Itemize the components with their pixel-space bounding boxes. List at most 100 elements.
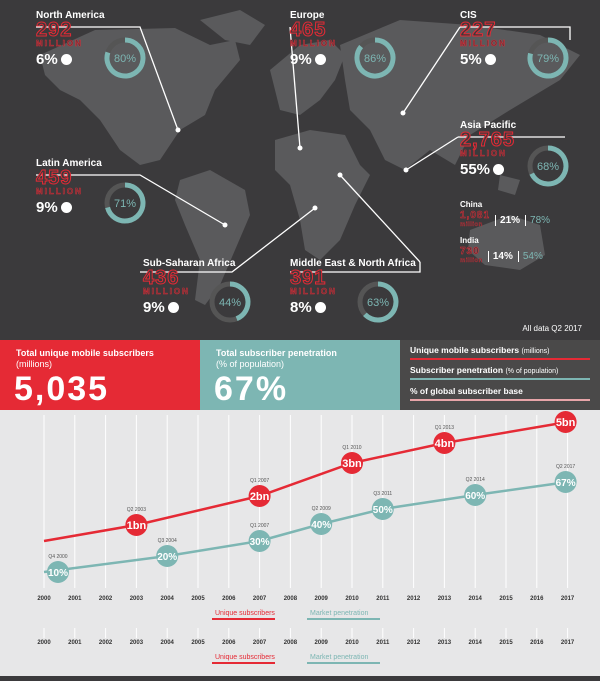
legend-penetration-sub: (% of population) bbox=[505, 368, 559, 375]
milestone-quarter: Q3 2004 bbox=[158, 538, 177, 544]
milestone-quarter: Q2 2009 bbox=[312, 506, 331, 512]
legend-subscribers-sub: (millions) bbox=[521, 348, 550, 355]
x-tick-label: 2001 bbox=[68, 596, 82, 602]
region-name: Latin America bbox=[36, 158, 102, 169]
milestone-quarter: Q1 2007 bbox=[250, 523, 269, 529]
x-tick-label: 2008 bbox=[284, 596, 298, 602]
gauge-label: 63% bbox=[367, 297, 389, 309]
x-tick-label: 2012 bbox=[407, 596, 421, 602]
milestone-marker-penetration bbox=[156, 545, 179, 567]
region-europe: Europe 465 MILLION 9% bbox=[290, 10, 337, 68]
region-unit: MILLION bbox=[290, 39, 337, 49]
region-unit: MILLION bbox=[36, 39, 83, 49]
region-share-value: 55% bbox=[460, 161, 491, 178]
x-tick-label: 2006 bbox=[222, 596, 236, 602]
penetration-gauge: 79% bbox=[527, 37, 569, 79]
share-pie-icon bbox=[314, 302, 326, 313]
pen-title: Total subscriber penetration (% of popul… bbox=[216, 348, 337, 370]
timeline-panel: 2000 2000 2001 2001 2002 2002 2003 2003 2004 2004… bbox=[0, 404, 600, 676]
milestone-label: 2bn bbox=[250, 491, 270, 503]
region-latin-america: Latin America 459 MILLION 9% bbox=[36, 158, 102, 216]
milestone-label: 30% bbox=[250, 537, 270, 548]
total-title: Total unique mobile subscribers (million… bbox=[16, 348, 154, 370]
x-tick-label-repeat: 2015 bbox=[499, 640, 513, 646]
x-tick-label: 2007 bbox=[253, 596, 267, 602]
legend-subscribers: Unique mobile subscribers (millions) bbox=[410, 345, 550, 355]
milestone-marker-subscribers bbox=[554, 411, 577, 433]
region-subscribers: 391 bbox=[290, 267, 327, 289]
region-subscribers: 465 bbox=[290, 19, 327, 41]
milestone-label: 4bn bbox=[435, 438, 455, 450]
milestone-marker-subscribers bbox=[125, 514, 148, 536]
x-tick-label-repeat: 2016 bbox=[530, 640, 544, 646]
region-asia-pacific: Asia Pacific 2,765 MILLION 55% bbox=[459, 120, 517, 178]
region-share: 55% bbox=[460, 161, 516, 178]
pen-title-text: Total subscriber penetration bbox=[216, 348, 337, 358]
total-title-text: Total unique mobile subscribers bbox=[16, 348, 154, 358]
share-pie-icon bbox=[60, 54, 72, 65]
milestone-quarter: Q2 2003 bbox=[127, 507, 146, 513]
penetration-gauge: 44% bbox=[209, 281, 251, 323]
milestone-label: 67% bbox=[556, 478, 576, 489]
legend-line-red bbox=[410, 358, 590, 360]
x-tick-label: 2011 bbox=[376, 596, 390, 602]
region-mena: Middle East & North Africa 391 MILLION 8… bbox=[290, 258, 416, 316]
milestone-label: 3bn bbox=[342, 458, 362, 470]
region-share-value: 5% bbox=[460, 51, 482, 68]
country-name: China bbox=[460, 200, 483, 209]
x-tick-label: 2017 bbox=[561, 596, 575, 602]
milestone-quarter: Q2 2017 bbox=[556, 464, 575, 470]
country-india: India 730 million 14% 54% bbox=[460, 236, 543, 266]
penetration-gauge: 68% bbox=[527, 145, 569, 187]
legend-penetration-text: Subscriber penetration bbox=[410, 365, 504, 375]
milestone-label: 1bn bbox=[127, 520, 147, 532]
milestone-marker-penetration bbox=[554, 471, 577, 493]
penetration-gauge: 71% bbox=[104, 182, 146, 224]
milestone-quarter: Q1 2007 bbox=[250, 478, 269, 484]
region-share-value: 9% bbox=[143, 299, 165, 316]
milestone-marker-penetration bbox=[248, 530, 271, 552]
x-tick-label: 2005 bbox=[191, 596, 205, 602]
region-unit: MILLION bbox=[36, 187, 83, 197]
milestone-quarter: Q2 2014 bbox=[466, 477, 485, 483]
country-share: 14% bbox=[487, 251, 513, 262]
milestone-label: 40% bbox=[311, 520, 331, 531]
country-unit: million bbox=[460, 258, 483, 264]
region-share: 9% bbox=[36, 199, 102, 216]
milestone-label: 10% bbox=[48, 568, 68, 579]
share-pie-icon bbox=[484, 54, 496, 65]
x-tick-label: 2000 bbox=[37, 596, 51, 602]
gauge-label: 80% bbox=[114, 53, 136, 65]
region-name: Europe bbox=[290, 10, 325, 21]
milestone-marker-subscribers bbox=[433, 432, 456, 454]
x-tick-label-repeat: 2000 bbox=[37, 640, 51, 646]
share-pie-icon bbox=[167, 302, 179, 313]
x-tick-label: 2013 bbox=[438, 596, 452, 602]
region-share: 5% bbox=[460, 51, 507, 68]
gauge-label: 79% bbox=[537, 53, 559, 65]
x-tick-label: 2016 bbox=[530, 596, 544, 602]
region-name: Sub-Saharan Africa bbox=[143, 258, 236, 269]
region-subscribers: 227 bbox=[460, 19, 497, 41]
region-unit: MILLION bbox=[143, 287, 190, 297]
region-name: Asia Pacific bbox=[460, 120, 517, 131]
country-penetration: 78% bbox=[525, 215, 550, 226]
milestone-marker-penetration bbox=[371, 498, 394, 520]
region-subscribers: 459 bbox=[36, 167, 73, 189]
milestone-marker-subscribers bbox=[341, 452, 363, 474]
region-name: CIS bbox=[460, 10, 477, 21]
share-pie-icon bbox=[314, 54, 326, 65]
milestone-marker-penetration bbox=[464, 484, 487, 506]
legend-panel: Unique mobile subscribers (millions) Sub… bbox=[400, 340, 600, 410]
milestone-marker-penetration bbox=[310, 513, 333, 535]
country-share: 21% bbox=[495, 215, 520, 226]
x-tick-label: 2009 bbox=[315, 596, 329, 602]
total-subtitle: (millions) bbox=[16, 359, 52, 369]
milestone-label: 60% bbox=[465, 491, 485, 502]
gauge-label: 86% bbox=[364, 53, 386, 65]
milestone-quarter: Q4 2000 bbox=[48, 554, 67, 560]
x-tick-label-repeat: 2001 bbox=[68, 640, 82, 646]
total-value: 5,035 bbox=[14, 370, 110, 408]
country-name: India bbox=[460, 236, 479, 245]
x-tick-label-repeat: 2008 bbox=[284, 640, 298, 646]
